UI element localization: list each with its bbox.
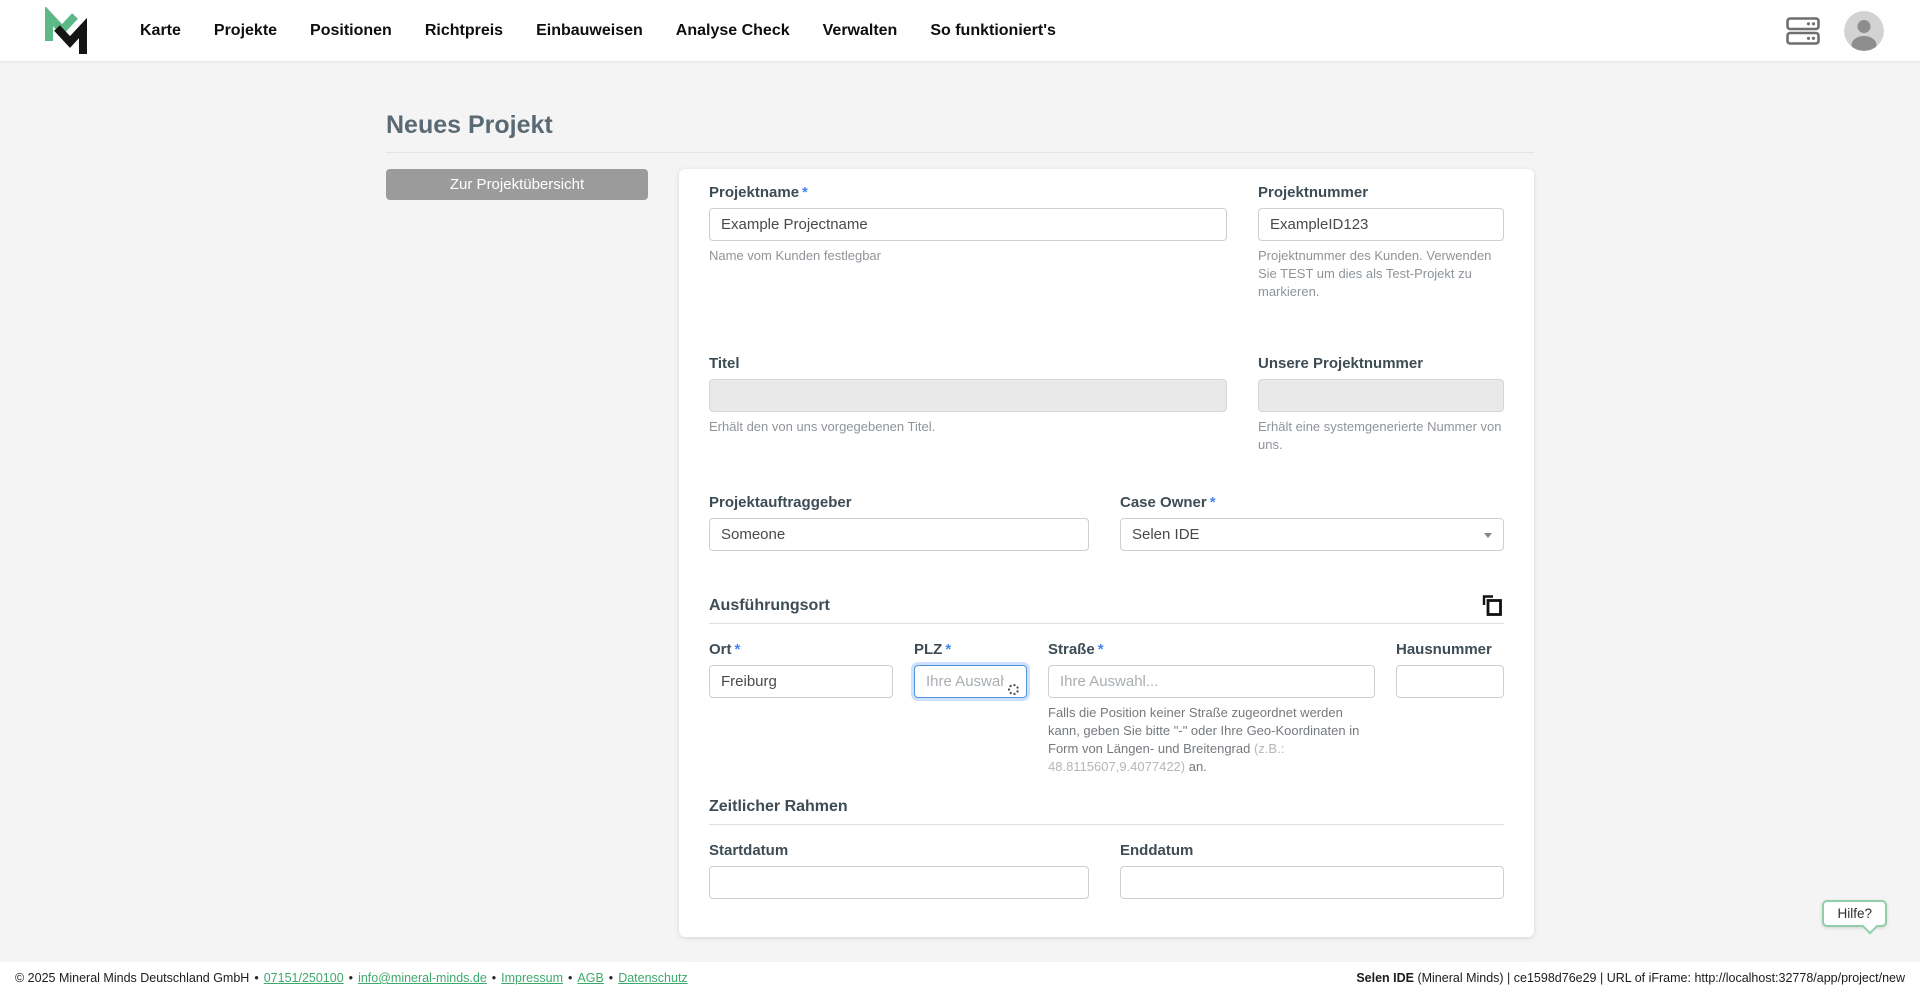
unsere-projektnummer-helper: Erhält eine systemgenerierte Nummer von … — [1258, 419, 1502, 452]
strasse-helper: Falls die Position keiner Straße zugeord… — [1048, 705, 1360, 774]
strasse-input[interactable] — [1048, 665, 1375, 698]
section-divider — [709, 623, 1504, 624]
startdatum-field-group: Startdatum — [709, 842, 1089, 899]
copy-icon[interactable] — [1480, 593, 1504, 619]
footer-legal: © 2025 Mineral Minds Deutschland GmbH • 07… — [15, 971, 688, 985]
footer-datenschutz-link[interactable]: Datenschutz — [618, 971, 688, 985]
copyright-text: © 2025 Mineral Minds Deutschland GmbH — [15, 971, 250, 985]
projektnummer-input[interactable] — [1258, 208, 1504, 241]
plz-field-group: PLZ * — [914, 641, 1027, 776]
hausnummer-field-group: Hausnummer — [1396, 641, 1504, 776]
projektname-label: Projektname * — [709, 184, 808, 201]
projektname-input[interactable] — [709, 208, 1227, 241]
loading-spinner-icon — [1008, 684, 1019, 695]
hausnummer-input[interactable] — [1396, 665, 1504, 698]
enddatum-input[interactable] — [1120, 866, 1504, 899]
strasse-field-group: Straße* Falls die Position keiner Straße… — [1048, 641, 1375, 776]
main-content: Neues Projekt Zur Projektübersicht Proje… — [0, 61, 1920, 994]
unsere-projektnummer-label: Unsere Projektnummer — [1258, 355, 1424, 372]
nav-item-einbauweisen[interactable]: Einbauweisen — [536, 21, 643, 39]
footer-impressum-link[interactable]: Impressum — [501, 971, 563, 985]
titel-field-group: Titel Erhält den von uns vorgegebenen Ti… — [709, 355, 1227, 454]
startdatum-input[interactable] — [709, 866, 1089, 899]
nav-item-richtpreis[interactable]: Richtpreis — [424, 21, 504, 39]
required-asterisk: * — [1097, 641, 1104, 658]
nav-item-karte[interactable]: Karte — [140, 21, 181, 39]
required-asterisk: * — [734, 641, 741, 658]
nav-item-positionen[interactable]: Positionen — [310, 21, 392, 39]
footer-session-info: Selen IDE (Mineral Minds) | ce1598d76e29… — [1356, 971, 1905, 985]
ort-label: Ort * — [709, 641, 741, 658]
unsere-projektnummer-input — [1258, 379, 1504, 412]
page-title: Neues Projekt — [386, 111, 553, 139]
titel-label: Titel — [709, 355, 740, 372]
footer-agb-link[interactable]: AGB — [577, 971, 604, 985]
case-owner-selected-value: Selen IDE — [1132, 526, 1200, 543]
projektnummer-label: Projektnummer — [1258, 184, 1369, 201]
section-divider — [709, 824, 1504, 825]
required-asterisk: * — [945, 641, 952, 658]
strasse-label: Straße * — [1048, 641, 1104, 658]
nav-item-so-funktionierts[interactable]: So funktioniert's — [930, 21, 1056, 39]
projektnummer-field-group: Projektnummer Projektnummer des Kunden. … — [1258, 184, 1504, 301]
enddatum-field-group: Enddatum — [1120, 842, 1504, 899]
mineral-minds-logo-icon[interactable] — [42, 6, 88, 55]
session-user: Selen IDE — [1356, 971, 1414, 985]
case-owner-select[interactable]: Selen IDE — [1120, 518, 1504, 551]
server-status-icon[interactable] — [1786, 16, 1820, 46]
title-divider — [386, 152, 1534, 153]
chevron-down-icon — [1484, 533, 1492, 538]
project-form-card: Projektname* Name vom Kunden festlegbar … — [679, 169, 1534, 937]
projektnummer-helper: Projektnummer des Kunden. Verwenden Sie … — [1258, 248, 1492, 299]
ort-input[interactable] — [709, 665, 893, 698]
section-title-ausfuehrungsort: Ausführungsort — [709, 597, 830, 614]
session-details: (Mineral Minds) | ce1598d76e29 | URL of … — [1413, 971, 1905, 985]
startdatum-label: Startdatum — [709, 842, 789, 859]
enddatum-label: Enddatum — [1120, 842, 1194, 859]
footer: © 2025 Mineral Minds Deutschland GmbH • 07… — [0, 962, 1920, 994]
required-asterisk: * — [1209, 494, 1216, 511]
hausnummer-label: Hausnummer — [1396, 641, 1492, 658]
user-avatar[interactable] — [1844, 10, 1884, 51]
titel-input — [709, 379, 1227, 412]
projektname-field-group: Projektname* Name vom Kunden festlegbar — [709, 184, 1227, 301]
top-navbar: Karte Projekte Positionen Richtpreis Ein… — [0, 0, 1920, 61]
nav-item-verwalten[interactable]: Verwalten — [822, 21, 898, 39]
footer-phone-link[interactable]: 07151/250100 — [263, 971, 344, 985]
projektauftraggeber-field-group: Projektauftraggeber — [709, 494, 1089, 551]
ort-field-group: Ort * — [709, 641, 893, 776]
required-asterisk: * — [802, 184, 808, 201]
zur-projektuebersicht-button[interactable]: Zur Projektübersicht — [386, 169, 648, 200]
titel-helper: Erhält den von uns vorgegebenen Titel. — [709, 419, 936, 434]
nav-item-analyse-check[interactable]: Analyse Check — [675, 21, 790, 39]
unsere-projektnummer-field-group: Unsere Projektnummer Erhält eine systemg… — [1258, 355, 1504, 454]
section-title-zeitlicher-rahmen: Zeitlicher Rahmen — [709, 798, 848, 815]
main-nav: Karte Projekte Positionen Richtpreis Ein… — [140, 22, 1056, 40]
nav-item-projekte[interactable]: Projekte — [213, 21, 278, 39]
projektauftraggeber-label: Projektauftraggeber — [709, 494, 852, 511]
case-owner-field-group: Case Owner * Selen IDE — [1120, 494, 1504, 551]
projektname-helper: Name vom Kunden festlegbar — [709, 248, 881, 263]
projektauftraggeber-input[interactable] — [709, 518, 1089, 551]
help-button[interactable]: Hilfe? — [1822, 900, 1887, 927]
plz-label: PLZ * — [914, 641, 952, 658]
footer-email-link[interactable]: info@mineral-minds.de — [358, 971, 487, 985]
case-owner-label: Case Owner * — [1120, 494, 1216, 511]
